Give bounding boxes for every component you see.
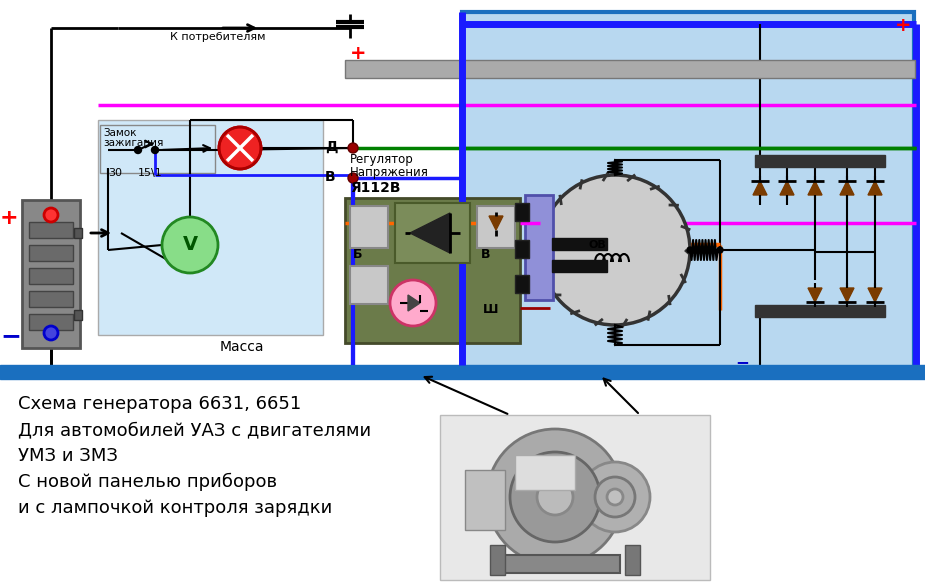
Bar [477, 206, 515, 248]
Bar [345, 198, 520, 343]
Polygon shape [868, 288, 882, 302]
Text: +: + [350, 44, 366, 63]
Bar [0, 365, 925, 379]
Text: 30: 30 [108, 168, 122, 178]
Bar [755, 155, 885, 167]
Text: 15\1: 15\1 [138, 168, 163, 178]
Text: В: В [481, 248, 490, 261]
Bar [29, 245, 73, 261]
Bar [755, 305, 885, 317]
Polygon shape [840, 288, 854, 302]
Bar [552, 238, 607, 250]
Bar [465, 470, 505, 530]
Polygon shape [840, 181, 854, 195]
Bar [100, 125, 215, 173]
Circle shape [44, 208, 58, 222]
Bar [395, 203, 470, 263]
Bar [29, 268, 73, 284]
Text: Схема генератора 6631, 6651: Схема генератора 6631, 6651 [18, 395, 302, 413]
Text: +: + [895, 16, 911, 35]
Circle shape [687, 247, 693, 253]
Bar [29, 291, 73, 307]
Text: −: − [0, 324, 21, 348]
Text: Ш: Ш [483, 303, 499, 316]
Text: Регулятор: Регулятор [350, 153, 413, 166]
Text: УМЗ и ЗМЗ: УМЗ и ЗМЗ [18, 447, 118, 465]
Text: +: + [0, 208, 18, 228]
Circle shape [44, 326, 58, 340]
Bar [515, 275, 529, 293]
Polygon shape [489, 216, 503, 230]
Text: Б: Б [353, 248, 363, 261]
Bar [515, 203, 529, 221]
Bar [350, 206, 388, 248]
Text: Масса: Масса [220, 340, 265, 354]
Bar [515, 240, 529, 258]
Circle shape [580, 462, 650, 532]
Circle shape [390, 280, 436, 326]
Bar [22, 200, 80, 348]
Polygon shape [808, 288, 822, 302]
Text: ОВ: ОВ [588, 240, 606, 250]
Bar [515, 455, 575, 490]
Text: Напряжения: Напряжения [350, 166, 429, 179]
Text: С новой панелью приборов: С новой панелью приборов [18, 473, 277, 491]
Text: и с лампочкой контроля зарядки: и с лампочкой контроля зарядки [18, 499, 332, 517]
Bar [440, 415, 710, 580]
Text: зажигания: зажигания [103, 138, 164, 148]
Circle shape [717, 247, 723, 253]
Polygon shape [753, 181, 767, 195]
Bar [29, 314, 73, 330]
Bar [525, 195, 553, 300]
Text: Замок: Замок [103, 128, 137, 138]
Text: Д: Д [325, 140, 338, 154]
Bar [74, 228, 82, 238]
Circle shape [162, 217, 218, 273]
Text: −: − [735, 353, 749, 371]
Text: В: В [325, 170, 336, 184]
Circle shape [540, 175, 690, 325]
Circle shape [487, 429, 623, 565]
Bar [490, 545, 505, 575]
Bar [552, 260, 607, 272]
Circle shape [607, 489, 623, 505]
Polygon shape [408, 295, 420, 311]
Circle shape [537, 479, 573, 515]
Bar [345, 60, 915, 78]
Circle shape [152, 146, 158, 154]
Bar [462, 12, 914, 368]
Bar [625, 545, 640, 575]
Text: К потребителям: К потребителям [170, 32, 265, 42]
Polygon shape [410, 213, 450, 253]
Circle shape [595, 477, 635, 517]
Circle shape [510, 452, 600, 542]
Circle shape [219, 127, 261, 169]
Bar [74, 310, 82, 320]
Bar [350, 266, 388, 304]
Circle shape [134, 146, 142, 154]
Text: Для автомобилей УАЗ с двигателями: Для автомобилей УАЗ с двигателями [18, 421, 371, 439]
Bar [29, 222, 73, 238]
Bar [98, 120, 323, 335]
Polygon shape [780, 181, 794, 195]
Polygon shape [808, 181, 822, 195]
Bar [500, 555, 620, 573]
Text: V: V [182, 236, 198, 254]
Text: Я112В: Я112В [350, 181, 401, 195]
Circle shape [348, 173, 358, 183]
Polygon shape [868, 181, 882, 195]
Circle shape [348, 143, 358, 153]
